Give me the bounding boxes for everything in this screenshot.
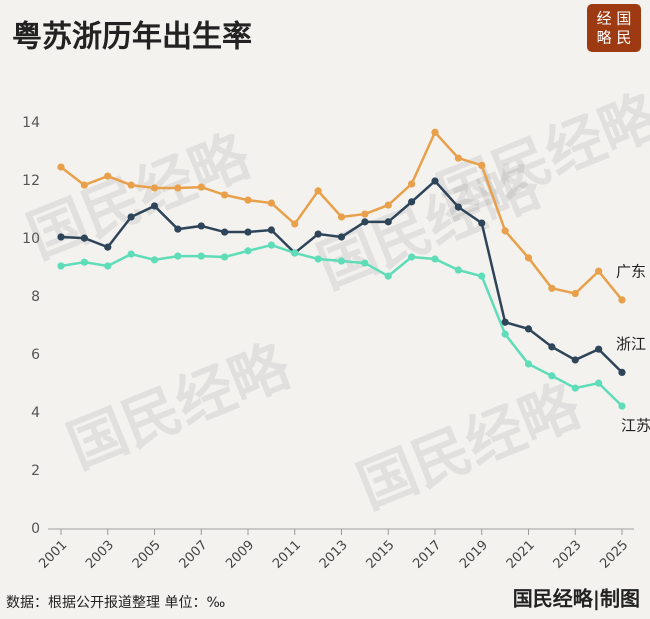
point [244,196,252,204]
point [618,296,626,304]
source-note: 数据：根据公开报道整理 单位：‰ [6,595,225,611]
point [244,228,252,236]
point [384,218,392,226]
y-tick-label: 12 [22,173,40,189]
point [150,184,159,192]
point [150,202,159,210]
point [408,198,416,206]
point [104,172,112,180]
logo-box [587,4,641,52]
point [478,272,486,280]
point [454,203,462,211]
point [548,284,556,292]
point [361,210,369,218]
point [431,255,439,263]
point [174,252,182,260]
point [384,272,392,280]
point [314,187,322,195]
point [337,213,346,221]
point [571,356,579,364]
point [80,234,88,242]
point [361,218,369,226]
legend-label: 广东 [616,262,646,280]
y-tick-label: 10 [22,231,40,247]
point [595,345,603,353]
point [595,379,603,387]
point [221,253,229,261]
point [618,368,626,376]
point [501,330,509,338]
y-tick-label: 6 [31,347,40,363]
y-tick-label: 8 [31,289,40,305]
y-tick-label: 2 [31,463,40,479]
y-tick-label: 0 [31,521,40,537]
point [150,256,159,264]
point [454,266,462,274]
chart-title: 粤苏浙历年出生率 [12,20,252,55]
point [501,318,509,326]
point [337,233,346,241]
point [127,213,135,221]
point [524,254,533,262]
point [244,247,252,255]
point [478,161,486,169]
point [431,177,439,185]
point [221,191,229,199]
point [384,201,392,209]
point [80,258,88,266]
point [314,255,322,263]
point [478,219,486,227]
point [548,372,556,380]
point [408,253,416,261]
y-tick-label: 4 [31,405,40,421]
point [571,384,579,392]
logo-text: 经 国 [597,10,632,28]
point [337,257,346,265]
point [197,222,205,230]
point [197,252,205,260]
point [57,262,65,270]
point [267,199,275,207]
point [571,289,579,298]
credit: 国民经略|制图 [513,587,640,611]
point [595,267,603,275]
point [267,226,275,234]
point [548,343,556,351]
point [454,154,462,162]
point [314,230,322,238]
point [57,163,65,171]
legend-label: 江苏 [621,417,650,435]
point [501,227,509,235]
logo-text: 略 民 [597,29,632,47]
point [618,402,626,410]
point [408,180,416,188]
point [524,325,533,333]
point [197,183,205,191]
point [104,262,112,270]
point [524,360,533,368]
point [221,228,229,236]
point [291,249,299,257]
point [361,259,369,267]
point [174,225,182,233]
point [174,184,182,192]
point [127,181,135,189]
point [57,233,65,241]
y-tick-label: 14 [22,115,40,131]
point [80,181,88,189]
point [291,220,299,228]
point [267,241,275,249]
legend-label: 浙江 [616,335,646,353]
point [104,243,112,251]
point [431,128,439,136]
point [127,250,135,258]
